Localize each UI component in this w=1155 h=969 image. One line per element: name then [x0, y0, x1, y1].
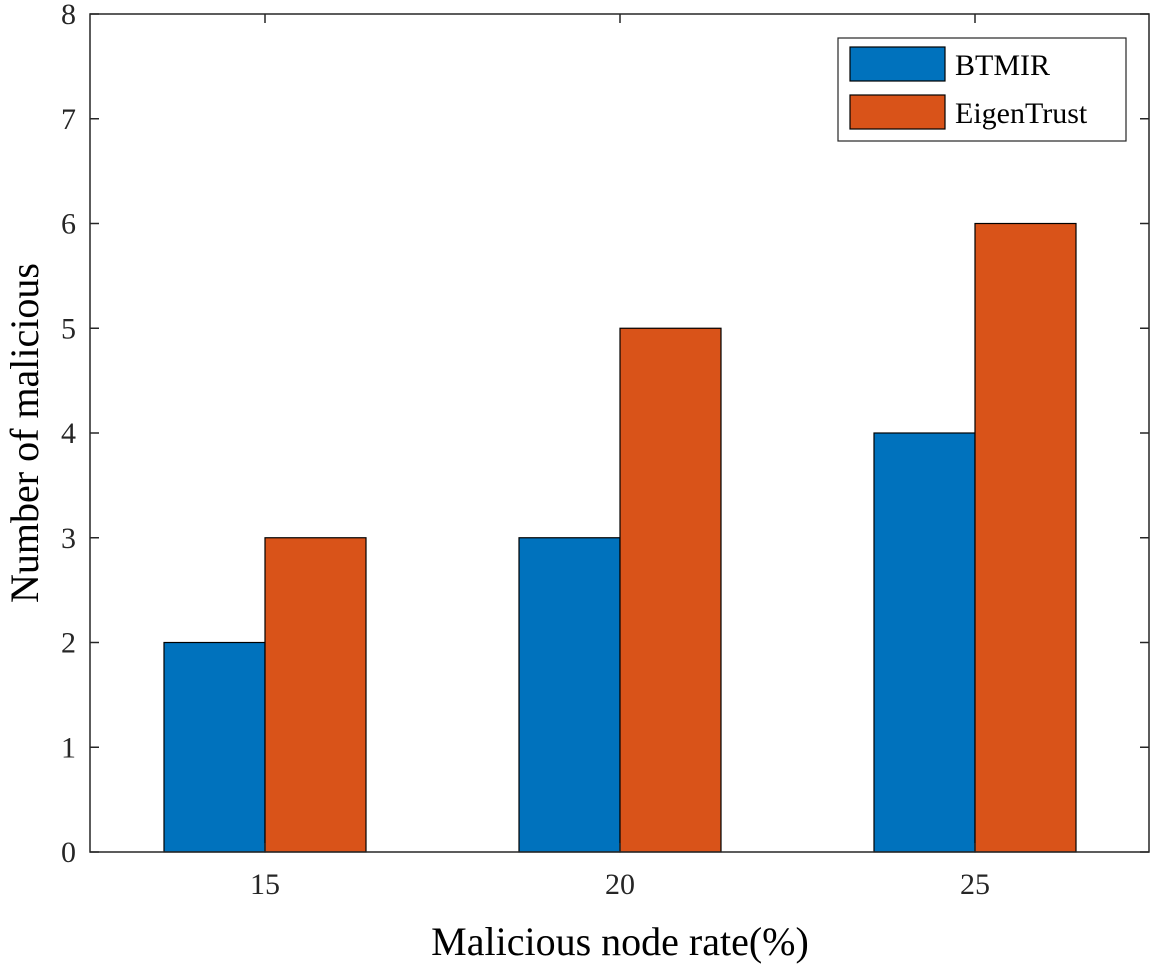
legend-swatch-btmir	[849, 46, 946, 82]
legend-label-eigentrust: EigenTrust	[955, 97, 1088, 130]
bar-btmir-25	[873, 432, 976, 853]
x-tick-label-20: 20	[605, 868, 635, 901]
bar-btmir-20	[518, 537, 621, 853]
x-axis-title: Malicious node rate(%)	[431, 919, 809, 964]
bar-eigentrust-15	[264, 537, 367, 853]
x-tick-label-15: 15	[250, 868, 280, 901]
legend: BTMIR EigenTrust	[837, 37, 1127, 142]
y-tick-label-5: 5	[61, 312, 76, 345]
y-tick-label-6: 6	[61, 208, 76, 241]
y-tick-label-8: 8	[61, 0, 76, 31]
ticks-layer: 0 1 2 3 4 5 6 7 8 15 20 25	[61, 0, 1149, 901]
legend-label-btmir: BTMIR	[955, 49, 1050, 82]
bar-btmir-15	[163, 641, 266, 853]
y-tick-label-0: 0	[61, 836, 76, 869]
x-tick-label-25: 25	[960, 868, 990, 901]
y-tick-label-2: 2	[61, 627, 76, 660]
bar-eigentrust-25	[974, 222, 1077, 853]
y-tick-label-7: 7	[61, 103, 76, 136]
legend-swatch-eigentrust	[849, 94, 946, 130]
y-axis-title: Number of malicious	[2, 263, 47, 603]
y-tick-label-4: 4	[61, 417, 76, 450]
y-tick-label-3: 3	[61, 522, 76, 555]
y-tick-label-1: 1	[61, 731, 76, 764]
bar-eigentrust-20	[619, 327, 722, 853]
bars-layer	[163, 222, 1077, 853]
